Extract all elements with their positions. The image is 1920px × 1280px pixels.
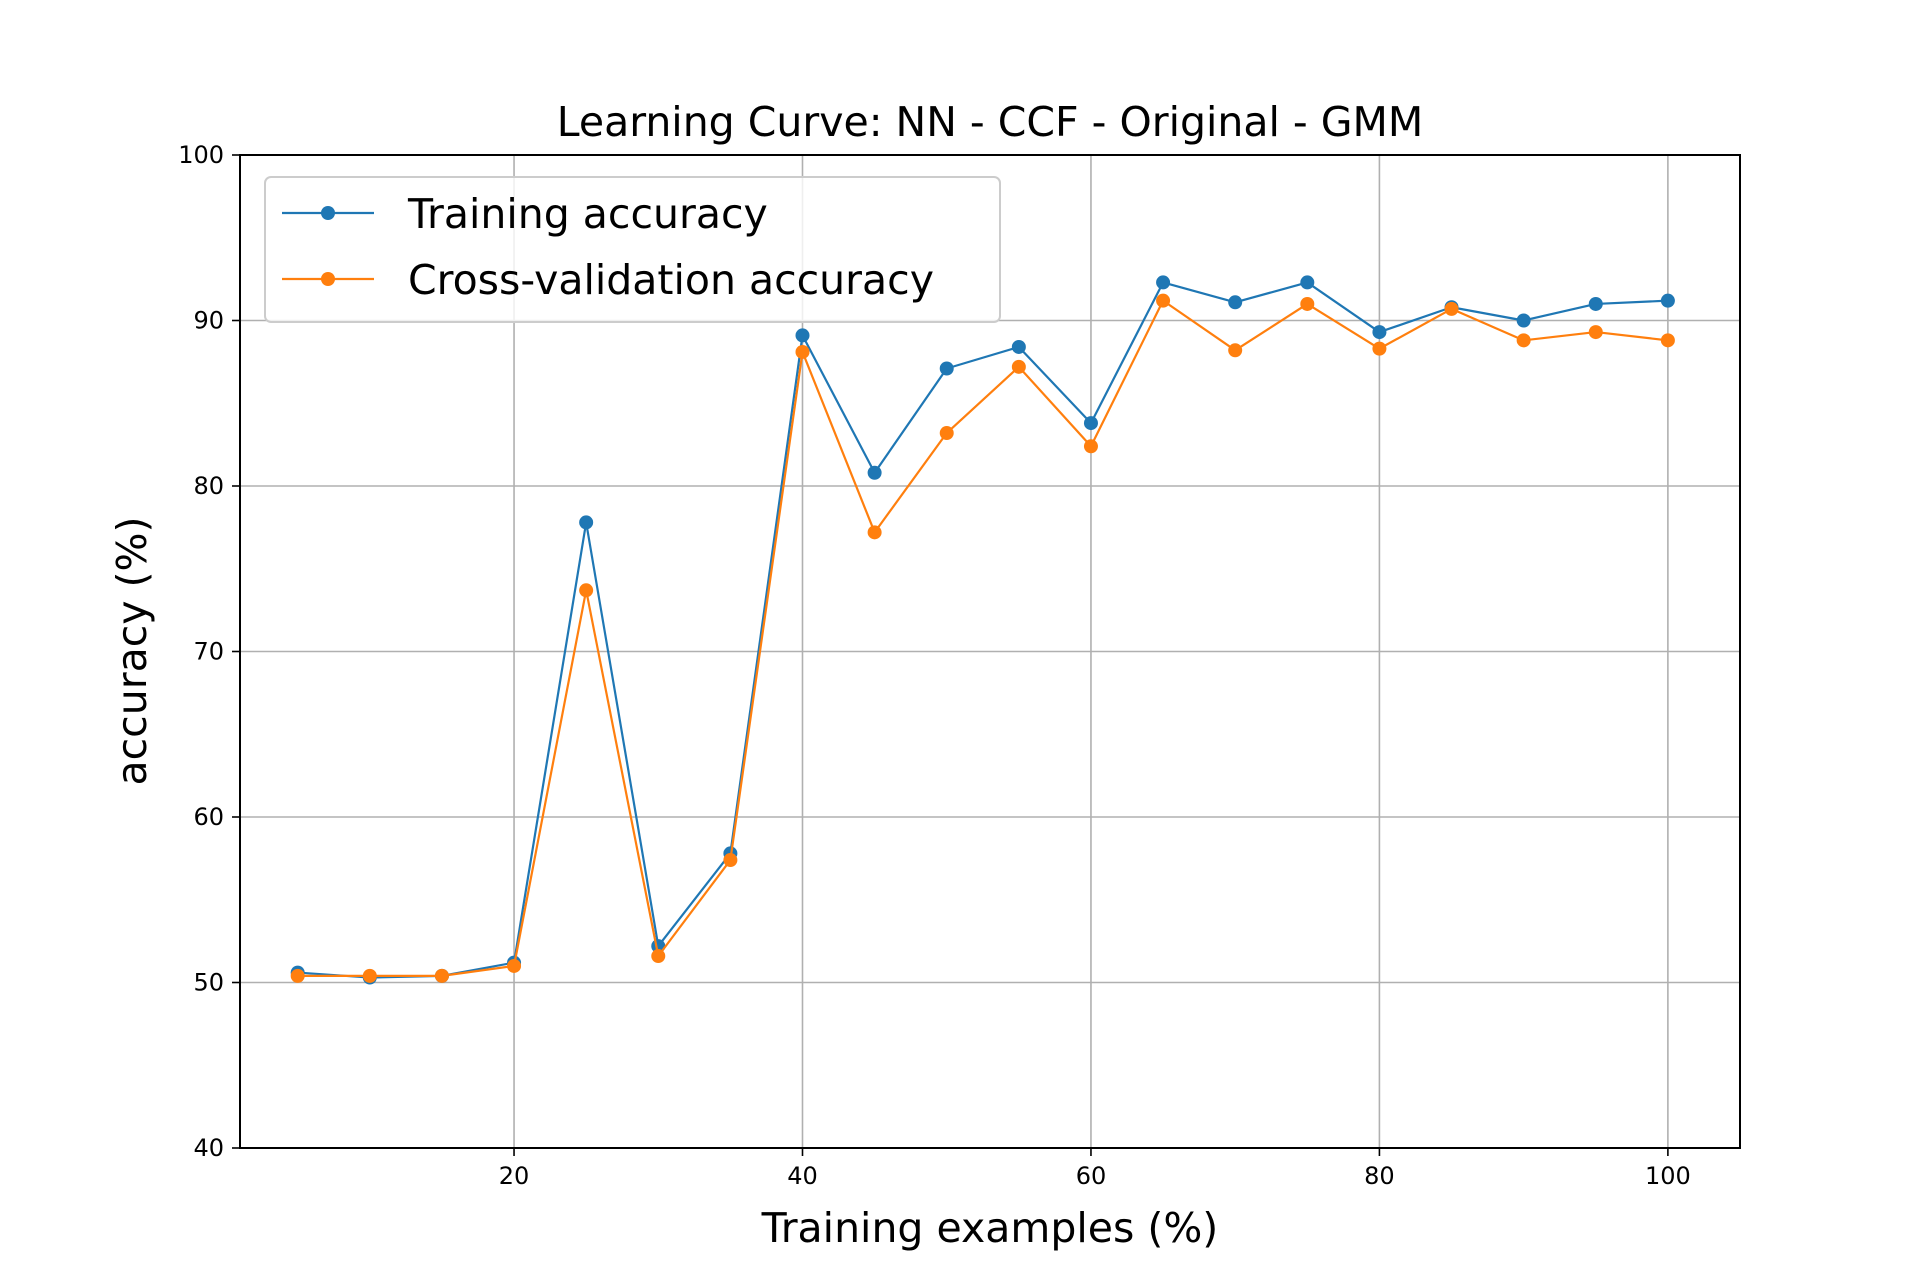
legend-label-training: Training accuracy: [407, 190, 768, 238]
data-point-training: [1156, 275, 1171, 290]
legend-marker-cross-validation: [321, 272, 335, 286]
data-point-cross-validation: [290, 968, 305, 983]
data-point-cross-validation: [939, 426, 954, 441]
data-point-cross-validation: [1300, 296, 1315, 311]
data-point-cross-validation: [1228, 343, 1243, 358]
x-tick-label: 40: [787, 1162, 818, 1190]
y-tick-label: 50: [193, 969, 224, 997]
data-point-training: [579, 515, 594, 530]
legend-marker-training: [321, 206, 335, 220]
data-point-cross-validation: [867, 525, 882, 540]
data-point-cross-validation: [1516, 333, 1531, 348]
chart-title: Learning Curve: NN - CCF - Original - GM…: [557, 98, 1424, 146]
x-tick-label: 60: [1076, 1162, 1107, 1190]
y-tick-label: 70: [193, 638, 224, 666]
data-point-cross-validation: [1011, 359, 1026, 374]
x-tick-label: 80: [1364, 1162, 1395, 1190]
series-line-training: [297, 281, 1668, 979]
data-point-training: [1011, 339, 1026, 354]
data-point-training: [1228, 295, 1243, 310]
data-point-training: [1300, 275, 1315, 290]
data-point-training: [1372, 325, 1387, 340]
data-point-cross-validation: [362, 968, 377, 983]
axis-ticks: 20 40 60 80 100 40 50 60 70 80 90 100: [178, 141, 1691, 1190]
data-point-cross-validation: [434, 968, 449, 983]
data-point-cross-validation: [1372, 341, 1387, 356]
y-tick-label: 60: [193, 803, 224, 831]
data-point-training: [795, 328, 810, 343]
data-point-cross-validation: [723, 853, 738, 868]
data-point-cross-validation: [507, 958, 522, 973]
y-axis-label: accuracy (%): [108, 517, 156, 786]
y-tick-label: 90: [193, 307, 224, 335]
data-point-cross-validation: [1588, 325, 1603, 340]
data-point-cross-validation: [1444, 301, 1459, 316]
data-point-training: [1660, 293, 1675, 308]
legend-box: [264, 176, 1001, 323]
data-point-cross-validation: [651, 949, 666, 964]
series-layer: [290, 275, 1675, 985]
data-point-training: [1516, 313, 1531, 328]
data-point-training: [867, 465, 882, 480]
data-point-cross-validation: [795, 344, 810, 359]
data-point-cross-validation: [1156, 293, 1171, 308]
legend-label-cross-validation: Cross-validation accuracy: [408, 256, 934, 304]
data-point-cross-validation: [1083, 439, 1098, 454]
series-line-cross-validation: [297, 299, 1669, 977]
y-tick-label: 40: [193, 1134, 224, 1162]
y-tick-label: 80: [193, 472, 224, 500]
x-tick-label: 20: [499, 1162, 530, 1190]
legend: Training accuracy Cross-validation accur…: [264, 176, 1001, 323]
data-point-training: [1588, 296, 1603, 311]
data-point-cross-validation: [579, 583, 594, 598]
data-point-training: [939, 361, 954, 376]
x-tick-label: 100: [1645, 1162, 1691, 1190]
data-point-cross-validation: [1660, 333, 1675, 348]
x-axis-label: Training examples (%): [761, 1204, 1219, 1252]
data-point-training: [1083, 416, 1098, 431]
y-tick-label: 100: [178, 141, 224, 169]
